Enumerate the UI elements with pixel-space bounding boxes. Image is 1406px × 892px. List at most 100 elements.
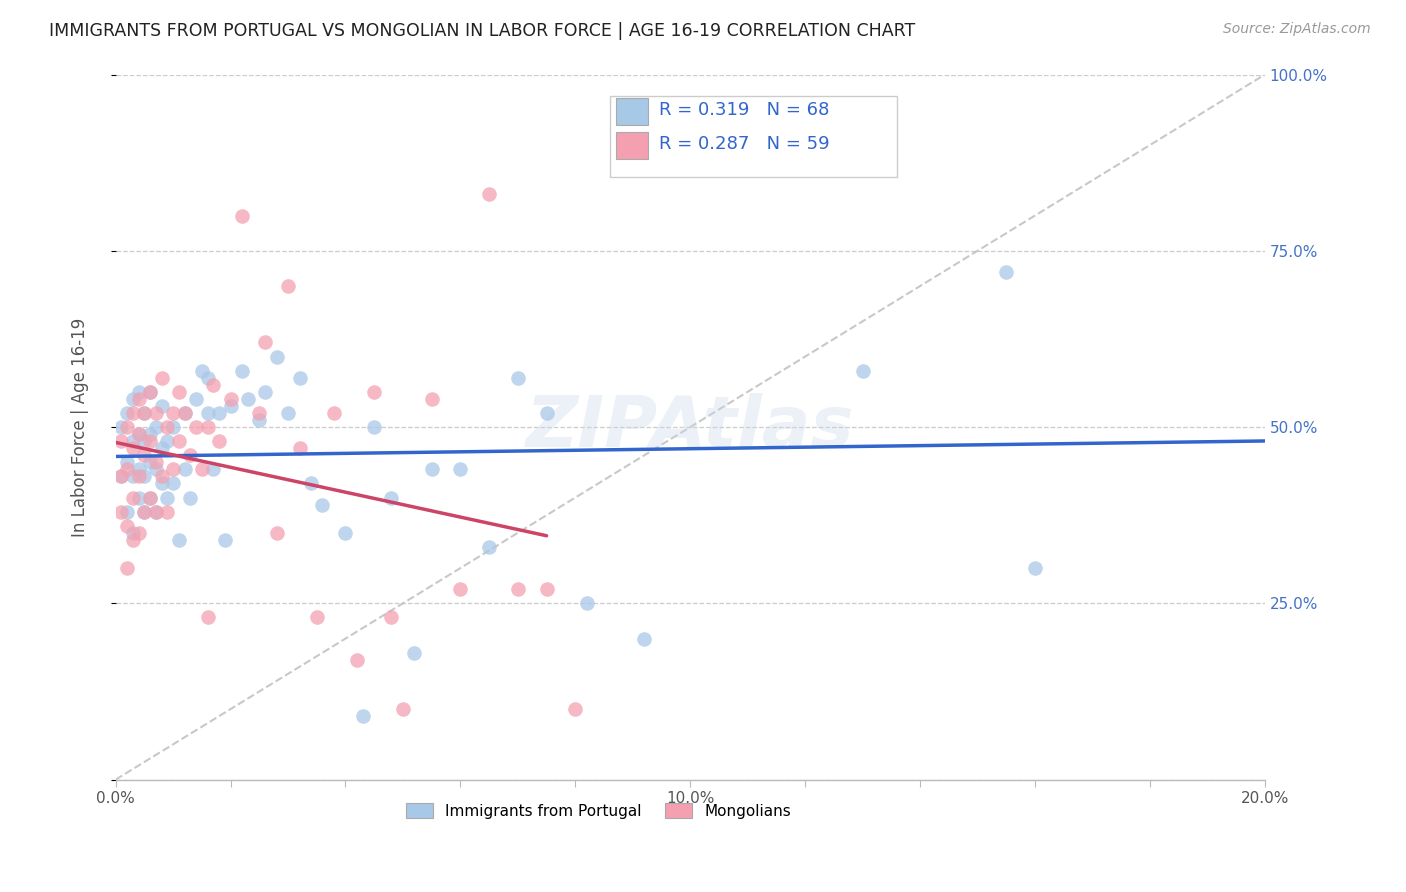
Point <box>277 279 299 293</box>
Point <box>139 427 162 442</box>
Point <box>247 406 270 420</box>
Point <box>208 406 231 420</box>
Point <box>633 632 655 646</box>
Point <box>150 441 173 455</box>
Point <box>253 384 276 399</box>
Point <box>506 370 529 384</box>
Point <box>162 476 184 491</box>
Point <box>115 455 138 469</box>
Point <box>162 420 184 434</box>
FancyBboxPatch shape <box>616 132 648 159</box>
Point <box>575 596 598 610</box>
Point <box>122 525 145 540</box>
Point <box>110 469 132 483</box>
Point <box>352 709 374 723</box>
Point <box>363 420 385 434</box>
Point <box>150 469 173 483</box>
Point <box>122 491 145 505</box>
Point <box>145 420 167 434</box>
Point <box>110 420 132 434</box>
Point <box>128 491 150 505</box>
Point <box>128 462 150 476</box>
Point <box>110 469 132 483</box>
Point <box>236 392 259 406</box>
Point <box>134 505 156 519</box>
Point <box>139 434 162 449</box>
Point <box>134 505 156 519</box>
FancyBboxPatch shape <box>616 98 648 125</box>
Point <box>231 364 253 378</box>
Point <box>197 610 219 624</box>
Point <box>288 370 311 384</box>
Point <box>191 462 214 476</box>
Point <box>536 582 558 597</box>
Text: IMMIGRANTS FROM PORTUGAL VS MONGOLIAN IN LABOR FORCE | AGE 16-19 CORRELATION CHA: IMMIGRANTS FROM PORTUGAL VS MONGOLIAN IN… <box>49 22 915 40</box>
Point <box>266 350 288 364</box>
Legend: Immigrants from Portugal, Mongolians: Immigrants from Portugal, Mongolians <box>399 797 797 825</box>
Point <box>128 392 150 406</box>
Point <box>564 702 586 716</box>
Point <box>449 582 471 597</box>
Point <box>202 462 225 476</box>
Point <box>134 469 156 483</box>
Point <box>323 406 346 420</box>
Point <box>115 420 138 434</box>
Point <box>179 491 201 505</box>
Point <box>156 491 179 505</box>
Point <box>173 406 195 420</box>
Point <box>115 505 138 519</box>
Point <box>1024 561 1046 575</box>
Point <box>247 413 270 427</box>
Point <box>288 441 311 455</box>
Point <box>150 370 173 384</box>
Y-axis label: In Labor Force | Age 16-19: In Labor Force | Age 16-19 <box>72 318 89 537</box>
Point <box>122 469 145 483</box>
Point <box>145 505 167 519</box>
Point <box>363 384 385 399</box>
Point <box>299 476 322 491</box>
Point <box>145 406 167 420</box>
Point <box>380 610 402 624</box>
Point <box>852 364 875 378</box>
Point <box>266 525 288 540</box>
Point <box>197 406 219 420</box>
Point <box>156 505 179 519</box>
Point <box>179 448 201 462</box>
Point <box>380 491 402 505</box>
FancyBboxPatch shape <box>610 95 897 177</box>
Point <box>167 533 190 547</box>
Point <box>134 406 156 420</box>
Point <box>191 364 214 378</box>
Point <box>139 384 162 399</box>
Point <box>134 448 156 462</box>
Point <box>145 462 167 476</box>
Point <box>115 518 138 533</box>
Text: Source: ZipAtlas.com: Source: ZipAtlas.com <box>1223 22 1371 37</box>
Point <box>139 491 162 505</box>
Point <box>150 399 173 413</box>
Point <box>197 420 219 434</box>
Point <box>122 434 145 449</box>
Point <box>134 406 156 420</box>
Point <box>404 646 426 660</box>
Point <box>115 561 138 575</box>
Point <box>145 505 167 519</box>
Point <box>184 392 207 406</box>
Point <box>202 377 225 392</box>
Point <box>184 420 207 434</box>
Point <box>139 384 162 399</box>
Point <box>128 427 150 442</box>
Point <box>145 455 167 469</box>
Point <box>139 491 162 505</box>
Point <box>167 384 190 399</box>
Point <box>122 533 145 547</box>
Point <box>162 406 184 420</box>
Text: R = 0.287   N = 59: R = 0.287 N = 59 <box>659 135 830 153</box>
Point <box>214 533 236 547</box>
Point <box>219 399 242 413</box>
Point <box>346 653 368 667</box>
Point <box>122 392 145 406</box>
Point <box>173 406 195 420</box>
Point <box>122 441 145 455</box>
Point <box>139 455 162 469</box>
